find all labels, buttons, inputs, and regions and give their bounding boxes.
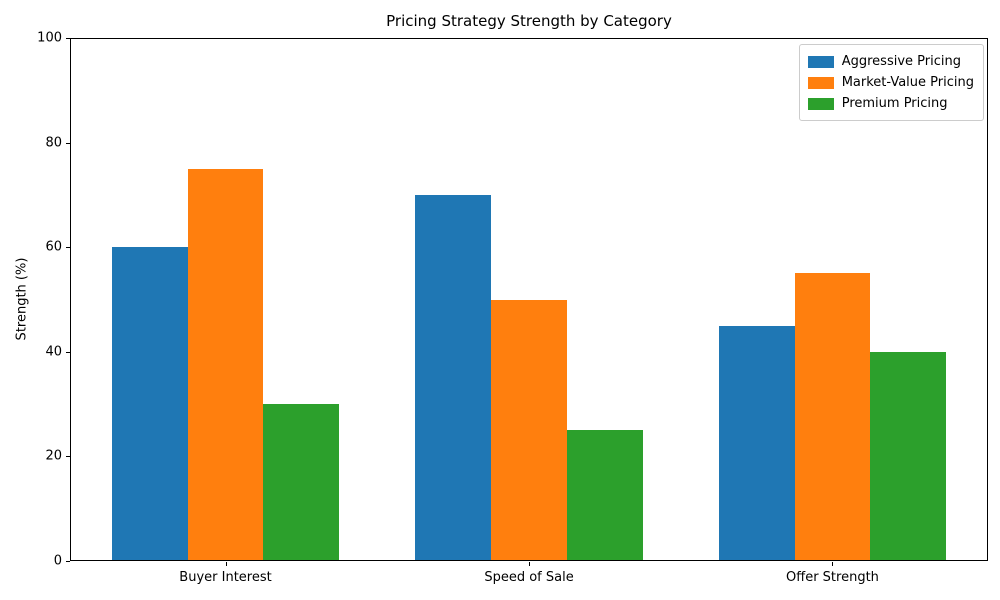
legend-swatch-icon	[807, 76, 834, 89]
y-tick	[66, 456, 70, 458]
chart-title: Pricing Strategy Strength by Category	[386, 12, 672, 30]
y-tick	[66, 38, 70, 39]
y-tick	[66, 142, 70, 144]
y-tick	[66, 247, 70, 249]
bar-premium-pricing-speed-of-sale	[566, 430, 643, 561]
bar-aggressive-pricing-offer-strength	[718, 325, 795, 561]
legend-swatch-icon	[807, 97, 834, 110]
bar-market-value-pricing-offer-strength	[794, 273, 871, 561]
legend: Aggressive Pricing Market-Value Pricing Pr…	[798, 44, 984, 121]
legend-item-aggressive-pricing: Aggressive Pricing	[807, 51, 974, 72]
y-tick-label: 60	[45, 239, 62, 255]
legend-item-market-value-pricing: Market-Value Pricing	[807, 72, 974, 93]
bar-aggressive-pricing-speed-of-sale	[415, 194, 492, 561]
x-tick-label-offer-strength: Offer Strength	[786, 570, 879, 585]
legend-label: Aggressive Pricing	[841, 54, 961, 69]
y-tick-label: 100	[37, 30, 62, 46]
x-tick-label-speed-of-sale: Speed of Sale	[484, 570, 574, 585]
legend-label: Market-Value Pricing	[841, 75, 974, 90]
bar-market-value-pricing-speed-of-sale	[491, 299, 567, 561]
legend-swatch-icon	[807, 55, 834, 68]
legend-label: Premium Pricing	[841, 96, 948, 111]
plot-area	[70, 38, 988, 561]
bar-aggressive-pricing-buyer-interest	[111, 247, 188, 561]
bar-market-value-pricing-buyer-interest	[187, 168, 264, 561]
x-tick-label-buyer-interest: Buyer Interest	[179, 570, 272, 585]
x-tick	[225, 562, 227, 566]
x-tick	[832, 562, 834, 566]
bar-premium-pricing-offer-strength	[870, 351, 947, 561]
y-tick-label: 40	[45, 344, 62, 360]
y-tick-label: 20	[45, 448, 62, 464]
y-tick	[66, 561, 70, 562]
y-tick-label: 80	[45, 135, 62, 151]
y-tick	[66, 351, 70, 353]
y-tick-label: 0	[53, 553, 62, 569]
bar-premium-pricing-buyer-interest	[263, 404, 340, 561]
x-tick	[529, 562, 530, 566]
y-axis-label: Strength (%)	[14, 257, 30, 341]
legend-item-premium-pricing: Premium Pricing	[807, 93, 974, 114]
